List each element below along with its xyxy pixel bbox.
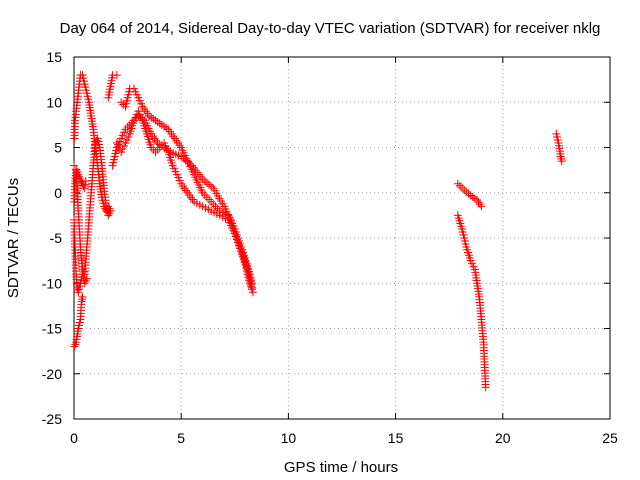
data-point-marker: [481, 383, 490, 392]
series-arc-h: [108, 111, 256, 292]
data-point-marker: [147, 113, 156, 122]
data-point-marker: [460, 186, 469, 195]
data-point-marker: [209, 200, 218, 209]
data-point-marker: [78, 292, 87, 301]
y-tick-label: -10: [42, 275, 62, 291]
data-point-marker: [82, 274, 91, 283]
data-point-marker: [557, 154, 566, 163]
x-tick-label: 5: [177, 430, 185, 446]
data-point-marker: [78, 295, 87, 304]
data-point-marker: [211, 202, 220, 211]
data-point-marker: [200, 176, 209, 185]
data-point-marker: [468, 192, 477, 201]
x-tick-label: 25: [602, 430, 618, 446]
series-arc-j: [112, 107, 258, 297]
series-arc-f: [78, 71, 115, 215]
y-tick-label: 0: [54, 185, 62, 201]
data-point-marker: [202, 193, 211, 202]
data-point-marker: [106, 206, 115, 215]
data-point-marker: [557, 157, 566, 166]
data-point-marker: [249, 288, 258, 297]
y-tick-label: 5: [54, 140, 62, 156]
x-axis-title: GPS time / hours: [284, 459, 398, 476]
data-point-marker: [207, 197, 216, 206]
data-point-marker: [205, 180, 214, 189]
series-arc-l: [453, 211, 490, 392]
data-point-marker: [155, 119, 164, 128]
data-point-marker: [213, 204, 222, 213]
data-point-marker: [462, 187, 471, 196]
data-point-marker: [81, 180, 90, 189]
series-arc-d: [70, 71, 85, 143]
x-tick-label: 10: [281, 430, 297, 446]
y-tick-label: -20: [42, 366, 62, 382]
data-point-marker: [466, 191, 475, 200]
y-tick-label: -25: [42, 411, 62, 427]
data-point-marker: [151, 148, 160, 157]
x-tick-label: 15: [388, 430, 404, 446]
series-arc-a: [70, 161, 90, 193]
data-point-marker: [455, 181, 464, 190]
data-point-marker: [149, 114, 158, 123]
data-point-marker: [453, 179, 462, 188]
x-tick-label: 20: [495, 430, 511, 446]
data-point-marker: [70, 342, 79, 351]
data-point-marker: [153, 117, 162, 126]
data-point-marker: [71, 340, 80, 349]
data-point-marker: [475, 200, 484, 209]
chart-title: Day 064 of 2014, Sidereal Day-to-day VTE…: [60, 20, 601, 37]
data-point-marker: [112, 71, 121, 80]
data-points: [70, 71, 566, 392]
data-point-marker: [205, 195, 214, 204]
y-tick-label: 15: [46, 49, 62, 65]
y-tick-label: 10: [46, 94, 62, 110]
data-point-marker: [160, 122, 169, 131]
series-arc-k: [453, 179, 486, 211]
y-tick-label: -5: [50, 230, 63, 246]
data-point-marker: [202, 178, 211, 187]
data-point-marker: [80, 184, 89, 193]
data-point-marker: [117, 98, 126, 107]
grid-lines: [74, 57, 610, 419]
x-tick-label: 0: [70, 430, 78, 446]
data-point-marker: [151, 116, 160, 125]
data-point-marker: [470, 194, 479, 203]
data-point-marker: [157, 120, 166, 129]
data-point-marker: [474, 198, 483, 207]
series-arc-c: [70, 292, 87, 351]
series-arc-g: [104, 71, 121, 102]
data-point-marker: [157, 141, 166, 150]
data-point-marker: [207, 182, 216, 191]
data-point-marker: [200, 191, 209, 200]
y-axis-ticks: -25 -20 -15 -10 -5 0 5 10 15: [42, 49, 610, 427]
y-axis-title: SDTVAR / TECUs: [5, 178, 22, 298]
data-point-marker: [153, 145, 162, 154]
data-point-marker: [198, 175, 207, 184]
data-point-marker: [458, 183, 467, 192]
data-point-marker: [70, 161, 78, 170]
data-point-marker: [477, 202, 486, 211]
data-point-marker: [162, 123, 171, 132]
y-tick-label: -15: [42, 321, 62, 337]
data-point-marker: [145, 111, 154, 120]
data-point-marker: [473, 195, 482, 204]
x-axis-ticks: 0 5 10 15 20 25: [70, 57, 618, 446]
data-point-marker: [464, 189, 473, 198]
series-arc-m: [552, 129, 566, 166]
